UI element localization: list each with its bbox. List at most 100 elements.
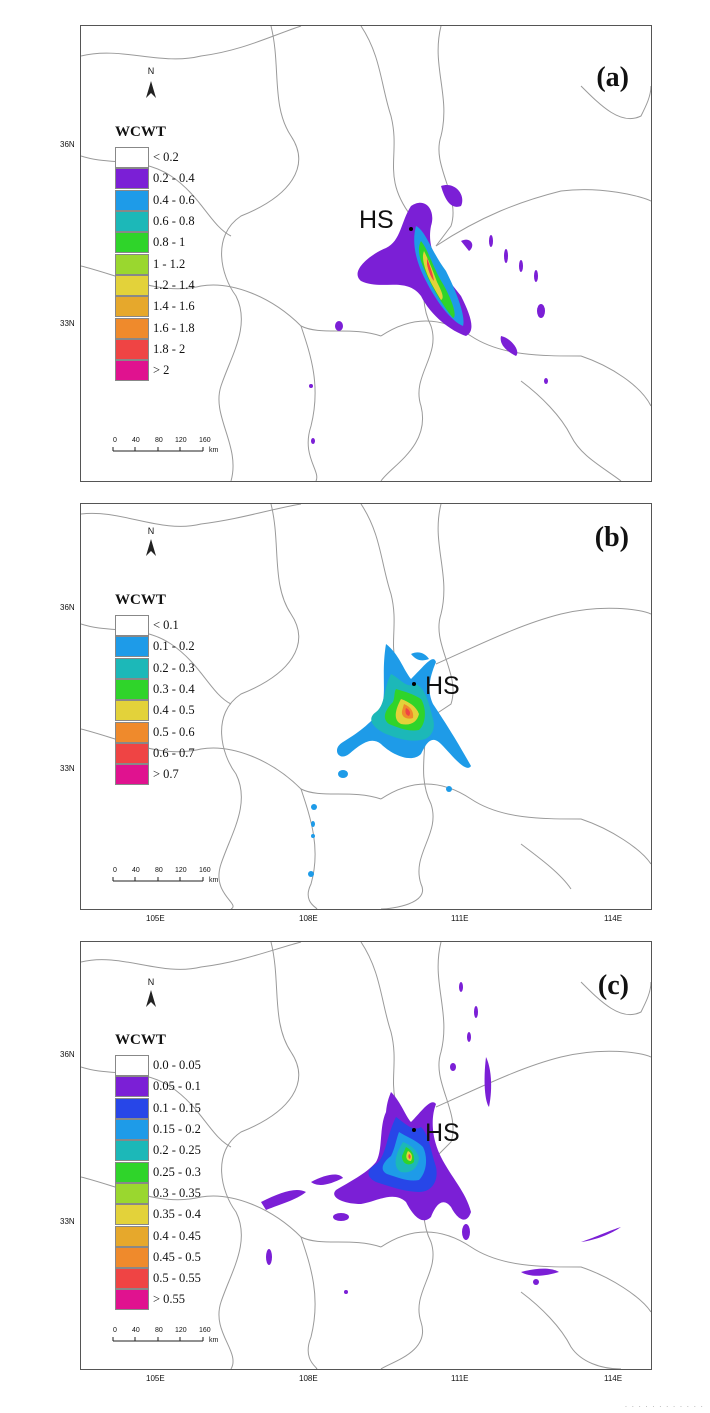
legend-swatch (115, 232, 149, 254)
legend-text: 1.4 - 1.6 (153, 299, 195, 314)
legend-row: 1.4 - 1.6 (115, 296, 195, 318)
scale-tick: 160 (199, 437, 211, 444)
legend-text: 0.3 - 0.4 (153, 682, 195, 697)
lon-label-111-b: 111E (451, 914, 469, 923)
legend-swatch (115, 274, 149, 296)
legend-row: 0.45 - 0.5 (115, 1246, 201, 1268)
legend-text: 1 - 1.2 (153, 256, 186, 271)
map-a-canvas (81, 26, 651, 481)
legend-text: 1.8 - 2 (153, 341, 186, 356)
legend-row: 0.6 - 0.8 (115, 211, 195, 233)
scale-tick: 120 (175, 867, 187, 874)
lon-label-105-b: 105E (146, 914, 165, 923)
legend-row: 0.4 - 0.6 (115, 189, 195, 211)
legend-row: 0.25 - 0.3 (115, 1161, 201, 1183)
legend-text: 0.5 - 0.55 (153, 1271, 201, 1286)
legend-a: WCWT < 0.2 0.2 - 0.4 0.4 - 0.6 0.6 - 0.8… (115, 124, 195, 382)
legend-row: 0.15 - 0.2 (115, 1119, 201, 1141)
legend-row: > 2 (115, 360, 195, 382)
legend-title-a: WCWT (115, 124, 166, 140)
legend-text: > 0.7 (153, 767, 179, 782)
legend-text: > 0.55 (153, 1292, 186, 1307)
scale-unit: km (209, 447, 219, 454)
legend-swatch (115, 189, 149, 211)
legend-row: 0.2 - 0.25 (115, 1140, 201, 1162)
legend-row: 0.0 - 0.05 (115, 1055, 201, 1077)
map-c-canvas (81, 942, 651, 1369)
legend-row: 1.2 - 1.4 (115, 274, 195, 296)
legend-text: 0.15 - 0.2 (153, 1122, 201, 1137)
legend-swatch (115, 211, 149, 233)
legend-row: 0.3 - 0.4 (115, 679, 195, 701)
lat-label-33-b: 33N (60, 764, 75, 773)
legend-swatch (115, 721, 149, 743)
lat-label-33-c: 33N (60, 1217, 75, 1226)
legend-swatch (115, 360, 149, 382)
legend-swatch (115, 317, 149, 339)
lon-label-108-c: 108E (299, 1374, 318, 1383)
hs-label-b: HS (425, 672, 460, 700)
legend-text: 1.6 - 1.8 (153, 320, 195, 335)
legend-swatch (115, 1182, 149, 1204)
legend-row: 0.5 - 0.6 (115, 721, 195, 743)
map-panel-b: (b) HS N WCWT < 0.1 0.1 - 0.2 0.2 - 0.3 … (80, 503, 652, 910)
scale-tick: 160 (199, 1327, 211, 1334)
legend-row: 0.05 - 0.1 (115, 1076, 201, 1098)
footer-dots: · · · · · · · · · · · · (624, 1402, 704, 1411)
legend-row: 1 - 1.2 (115, 253, 195, 275)
legend-row: 0.4 - 0.45 (115, 1225, 201, 1247)
hs-marker-c (412, 1128, 416, 1132)
legend-row: 0.1 - 0.2 (115, 636, 195, 658)
legend-swatch (115, 636, 149, 658)
scale-unit: km (209, 1337, 219, 1344)
legend-row: 0.6 - 0.7 (115, 742, 195, 764)
legend-swatch (115, 1140, 149, 1162)
legend-row: 1.8 - 2 (115, 338, 195, 360)
lat-label-33-a: 33N (60, 319, 75, 328)
legend-swatch (115, 296, 149, 318)
legend-swatch (115, 338, 149, 360)
map-panel-a: (a) HS N WCWT < 0.2 0.2 - 0.4 0.4 - 0.6 … (80, 25, 652, 482)
scale-tick: 120 (175, 1327, 187, 1334)
legend-row: 0.8 - 1 (115, 232, 195, 254)
north-arrow-a (146, 81, 156, 98)
lon-label-111-c: 111E (451, 1374, 469, 1383)
north-label-c: N (147, 977, 155, 987)
legend-swatch (115, 1289, 149, 1311)
scalebar-line-b (112, 877, 204, 882)
panel-label-b: (b) (594, 522, 629, 553)
legend-text: 0.0 - 0.05 (153, 1058, 201, 1073)
legend-row: < 0.1 (115, 615, 195, 637)
panel-label-a: (a) (596, 62, 629, 93)
legend-swatch (115, 1246, 149, 1268)
lon-label-108-b: 108E (299, 914, 318, 923)
lon-label-105-c: 105E (146, 1374, 165, 1383)
legend-text: 0.45 - 0.5 (153, 1249, 201, 1264)
legend-title-c: WCWT (115, 1032, 166, 1048)
legend-swatch (115, 1119, 149, 1141)
panel-label-c: (c) (597, 970, 629, 1001)
legend-text: 0.4 - 0.5 (153, 703, 195, 718)
wcwt-field-c (261, 982, 621, 1294)
hs-label-c: HS (425, 1119, 460, 1147)
scale-tick: 80 (155, 1327, 163, 1334)
legend-row: < 0.2 (115, 147, 195, 169)
legend-c: WCWT 0.0 - 0.05 0.05 - 0.1 0.1 - 0.15 0.… (115, 1032, 201, 1311)
legend-text: 0.5 - 0.6 (153, 724, 195, 739)
legend-swatch (115, 147, 149, 169)
legend-row: > 0.55 (115, 1289, 201, 1311)
legend-text: 0.35 - 0.4 (153, 1207, 201, 1222)
legend-swatch (115, 168, 149, 190)
legend-text: 0.6 - 0.8 (153, 214, 195, 229)
scale-tick: 120 (175, 437, 187, 444)
map-panel-c: (c) HS N WCWT 0.0 - 0.05 0.05 - 0.1 0.1 … (80, 941, 652, 1370)
legend-b: WCWT < 0.1 0.1 - 0.2 0.2 - 0.3 0.3 - 0.4… (115, 592, 195, 786)
legend-swatch (115, 1204, 149, 1226)
legend-swatch (115, 657, 149, 679)
legend-row: 0.5 - 0.55 (115, 1268, 201, 1290)
legend-row: 1.6 - 1.8 (115, 317, 195, 339)
legend-text: 0.2 - 0.4 (153, 171, 195, 186)
legend-text: 0.1 - 0.2 (153, 639, 195, 654)
north-arrow-b (146, 539, 156, 556)
wcwt-field-b (308, 644, 471, 877)
